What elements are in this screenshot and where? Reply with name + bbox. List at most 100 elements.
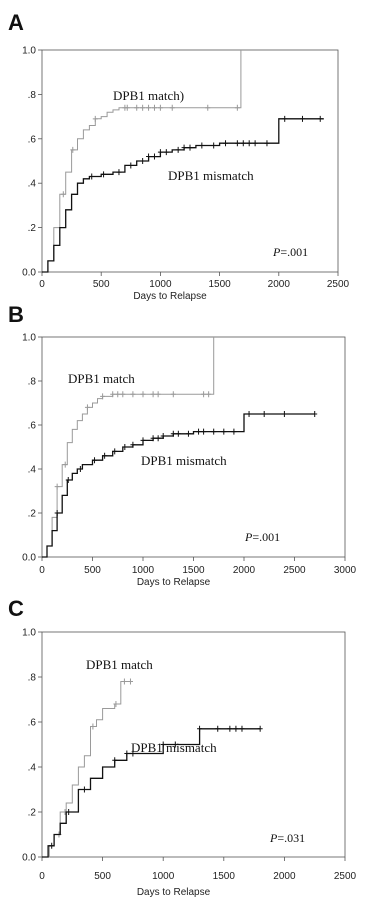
censor-mark-mismatch: [160, 741, 166, 748]
p-value-symbol: P: [269, 831, 278, 845]
censor-mark-mismatch: [102, 452, 108, 459]
p-value-text: =.001: [280, 245, 308, 259]
censor-mark-mismatch: [77, 466, 83, 472]
y-tick-label: 1.0: [22, 46, 36, 57]
censor-mark-mismatch: [282, 115, 288, 122]
censor-mark-mismatch: [175, 146, 181, 153]
censor-mark-mismatch: [199, 142, 205, 149]
y-tick-label: .2: [28, 223, 37, 234]
censor-mark-mismatch: [49, 842, 55, 849]
censor-mark-match: [90, 723, 96, 730]
censor-mark-mismatch: [227, 725, 233, 732]
censor-mark-match: [146, 104, 152, 111]
censor-mark-match: [121, 678, 127, 685]
censor-mark-mismatch: [181, 144, 187, 151]
censor-mark-mismatch: [101, 171, 107, 178]
censor-mark-match: [157, 104, 163, 111]
censor-mark-mismatch: [185, 430, 191, 437]
censor-mark-mismatch: [175, 430, 181, 437]
x-tick-label: 1000: [132, 565, 155, 576]
p-value-symbol: P: [272, 245, 281, 259]
censor-mark-match: [234, 104, 240, 111]
p-value-text: =.001: [252, 530, 280, 544]
censor-mark-mismatch: [197, 725, 203, 732]
x-tick-label: 2500: [327, 279, 350, 290]
censor-mark-match: [140, 391, 146, 398]
plot-frame: [41, 336, 346, 558]
y-tick-label: .8: [28, 377, 37, 388]
censor-mark-mismatch: [231, 428, 237, 435]
censor-mark-mismatch: [122, 444, 128, 450]
y-tick-label: .6: [28, 718, 37, 729]
censor-mark-match: [62, 461, 68, 468]
y-tick-label: .8: [28, 90, 37, 101]
x-tick-label: 2000: [268, 279, 291, 290]
censor-mark-match: [84, 404, 90, 411]
censor-mark-mismatch: [81, 786, 87, 793]
censor-mark-match: [169, 104, 175, 111]
x-tick-label: 1000: [149, 279, 172, 290]
y-tick-label: .4: [28, 763, 37, 774]
censor-mark-mismatch: [211, 428, 217, 435]
censor-mark-match: [201, 391, 207, 398]
plot-frame: [41, 631, 346, 858]
series-line-mismatch: [42, 118, 324, 273]
x-tick-label: 500: [94, 871, 111, 882]
x-tick-label: 1500: [208, 279, 231, 290]
censor-mark-match: [206, 391, 212, 398]
y-tick-label: .2: [28, 509, 37, 520]
series-label-mismatch: DPB1 mismatch: [168, 168, 254, 183]
p-value-annotation: P=.001: [244, 530, 280, 544]
censor-mark-mismatch: [312, 411, 318, 417]
censor-mark-mismatch: [196, 428, 202, 435]
panel-c: C 0.0 .2 .4 .6 .8 1.0 0 500 1000 1500 2000 2500 Days …: [8, 596, 357, 898]
censor-mark-mismatch: [215, 725, 221, 732]
censor-mark-match: [115, 391, 121, 398]
series-line-match: [42, 681, 133, 858]
x-tick-label: 0: [39, 279, 45, 290]
censor-mark-mismatch: [257, 725, 263, 732]
censor-mark-mismatch: [151, 153, 157, 160]
censor-mark-mismatch: [140, 158, 146, 164]
y-tick-label: 1.0: [22, 333, 36, 344]
censor-mark-mismatch: [246, 140, 252, 147]
censor-mark-mismatch: [163, 149, 169, 156]
censor-mark-mismatch: [150, 435, 156, 442]
censor-mark-mismatch: [130, 441, 136, 448]
censor-mark-mismatch: [155, 435, 161, 442]
x-tick-label: 2500: [334, 871, 357, 882]
x-tick-label: 1500: [213, 871, 236, 882]
series-label-match: DPB1 match: [68, 371, 135, 386]
y-tick-label: 0.0: [22, 268, 36, 279]
y-tick-label: .2: [28, 808, 37, 819]
censor-mark-mismatch: [239, 725, 245, 732]
p-value-text: =.031: [277, 831, 305, 845]
plot-frame: [41, 49, 339, 273]
censor-mark-mismatch: [89, 173, 95, 180]
censor-mark-mismatch: [65, 477, 71, 483]
censor-mark-mismatch: [246, 411, 252, 417]
x-axis-label: Days to Relapse: [133, 291, 207, 302]
censor-mark-match: [92, 115, 98, 122]
censor-mark-mismatch: [211, 142, 217, 149]
x-tick-label: 1000: [152, 871, 175, 882]
censor-mark-mismatch: [252, 140, 258, 147]
series-line-match: [42, 50, 242, 273]
censor-mark-match: [170, 391, 176, 398]
x-axis-label: Days to Relapse: [137, 887, 211, 898]
censor-mark-mismatch: [221, 428, 227, 435]
x-tick-label: 0: [39, 565, 45, 576]
censor-mark-mismatch: [240, 140, 246, 147]
censor-mark-match: [124, 104, 130, 111]
x-tick-label: 3000: [334, 565, 357, 576]
censor-mark-match: [205, 104, 211, 111]
censor-mark-mismatch: [112, 757, 118, 764]
y-tick-label: .8: [28, 673, 37, 684]
y-tick-label: 0.0: [22, 853, 36, 864]
p-value-annotation: P=.001: [272, 245, 308, 259]
censor-mark-match: [140, 104, 146, 111]
panel-letter: A: [8, 10, 24, 35]
panel-b: B 0.0 .2 .4 .6 .8 1.0 0 500 1000 1500 2000 2500 3000 D…: [8, 302, 357, 588]
p-value-annotation: P=.031: [269, 831, 305, 845]
